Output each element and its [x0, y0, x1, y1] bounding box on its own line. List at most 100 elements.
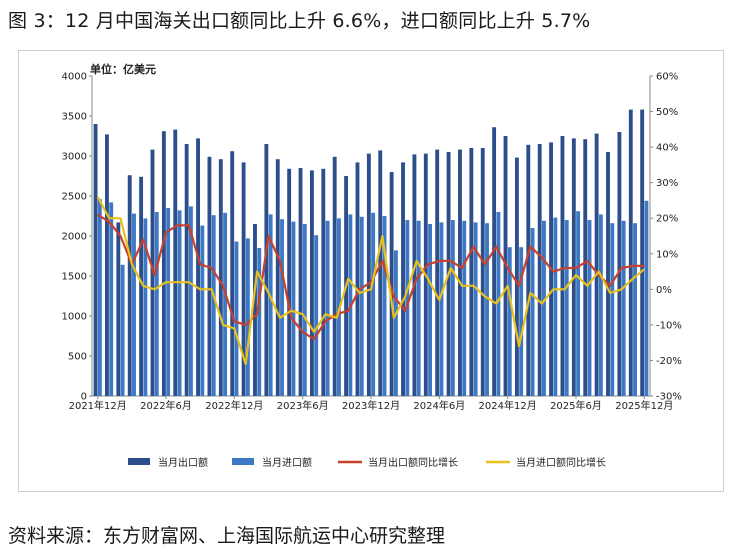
left-tick-label: 2500	[62, 192, 87, 203]
import-bar	[234, 241, 239, 396]
right-tick-label: 20%	[656, 214, 678, 225]
right-tick-label: 60%	[656, 72, 678, 83]
import-bar	[188, 206, 193, 396]
export-bar	[480, 148, 485, 396]
import-bar	[211, 215, 216, 396]
import-bar	[610, 223, 615, 396]
export-bar	[606, 152, 610, 396]
import-bar	[245, 238, 250, 396]
left-tick-label: 0	[81, 392, 87, 403]
x-tick-label: 2023年12月	[342, 399, 400, 412]
import-bar	[143, 218, 148, 396]
import-bar	[393, 250, 398, 396]
export-bar	[264, 144, 269, 396]
import-bar	[132, 213, 136, 396]
legend-swatch-bar	[128, 458, 150, 465]
right-tick-label: 30%	[656, 178, 678, 189]
export-bar	[617, 132, 622, 396]
x-tick-label: 2025年12月	[615, 399, 673, 412]
import-bar	[280, 219, 284, 396]
x-tick-label: 2025年6月	[550, 399, 602, 412]
legend-label: 当月出口额	[158, 456, 208, 469]
export-bar	[458, 149, 462, 396]
export-bar	[241, 162, 246, 396]
export-bar	[321, 168, 326, 396]
export-bar	[560, 136, 565, 396]
right-tick-label: -30%	[656, 392, 682, 403]
import-bar	[450, 220, 455, 396]
right-tick-label: 50%	[656, 107, 678, 118]
import-bar	[223, 212, 228, 396]
export-bar	[594, 133, 599, 396]
legend-label: 当月进口额同比增长	[516, 456, 606, 469]
import-bar	[120, 264, 125, 396]
export-bar	[173, 129, 178, 396]
export-bar	[412, 154, 417, 396]
import-yoy-line	[96, 196, 646, 366]
export-bar	[275, 159, 280, 396]
import-bar	[530, 228, 535, 396]
export-bar	[298, 168, 303, 396]
import-bar	[382, 216, 387, 396]
import-bar	[257, 248, 262, 396]
left-tick-label: 3000	[62, 152, 87, 163]
import-bar	[564, 220, 569, 396]
left-tick-label: 4000	[62, 72, 87, 83]
legend-label: 当月进口额	[262, 456, 312, 469]
export-bar	[139, 176, 144, 396]
import-bar	[359, 216, 364, 396]
import-bar	[154, 212, 159, 396]
export-bar	[526, 144, 531, 396]
import-bar	[496, 212, 501, 396]
export-bar	[161, 131, 166, 396]
export-bar	[435, 149, 440, 396]
export-bar	[253, 224, 257, 396]
import-bar	[97, 199, 102, 396]
export-bar	[127, 175, 132, 396]
import-bar	[462, 220, 467, 396]
import-bar	[439, 222, 444, 396]
export-bar	[378, 150, 383, 396]
import-bar	[177, 210, 182, 396]
import-bar	[621, 220, 626, 396]
import-bar	[200, 225, 205, 396]
left-tick-label: 1500	[62, 272, 87, 283]
export-bar	[196, 138, 200, 396]
left-tick-label: 2000	[62, 232, 87, 243]
export-bar	[332, 156, 337, 396]
import-bar	[633, 223, 637, 396]
export-bar	[116, 222, 121, 396]
x-tick-label: 2022年12月	[205, 399, 263, 412]
left-tick-label: 500	[68, 352, 87, 363]
legend-swatch-bar	[232, 458, 254, 465]
export-bar	[537, 144, 542, 396]
export-bar	[514, 157, 519, 396]
x-tick-label: 2022年6月	[140, 399, 192, 412]
import-bar	[371, 212, 376, 396]
right-tick-label: -10%	[656, 320, 682, 331]
import-bar	[428, 224, 433, 396]
left-tick-label: 1000	[62, 312, 87, 323]
right-tick-label: 0%	[656, 285, 672, 296]
export-bar	[640, 109, 645, 396]
export-bar	[230, 151, 235, 396]
import-bar	[507, 247, 512, 396]
x-tick-label: 2024年6月	[413, 399, 465, 412]
import-bar	[587, 220, 592, 396]
export-bar	[218, 159, 223, 396]
export-bar	[105, 134, 109, 396]
x-tick-label: 2023年6月	[277, 399, 329, 412]
import-bar	[268, 214, 273, 396]
export-bar	[583, 139, 588, 396]
import-bar	[553, 217, 558, 396]
right-tick-label: 10%	[656, 249, 678, 260]
import-bar	[485, 223, 489, 396]
unit-label: 单位：亿美元	[90, 63, 156, 76]
export-bar	[492, 127, 497, 396]
left-tick-label: 3500	[62, 112, 87, 123]
import-bar	[644, 200, 649, 396]
export-bar	[309, 170, 314, 396]
export-bar	[401, 162, 405, 396]
right-tick-label: -20%	[656, 356, 682, 367]
